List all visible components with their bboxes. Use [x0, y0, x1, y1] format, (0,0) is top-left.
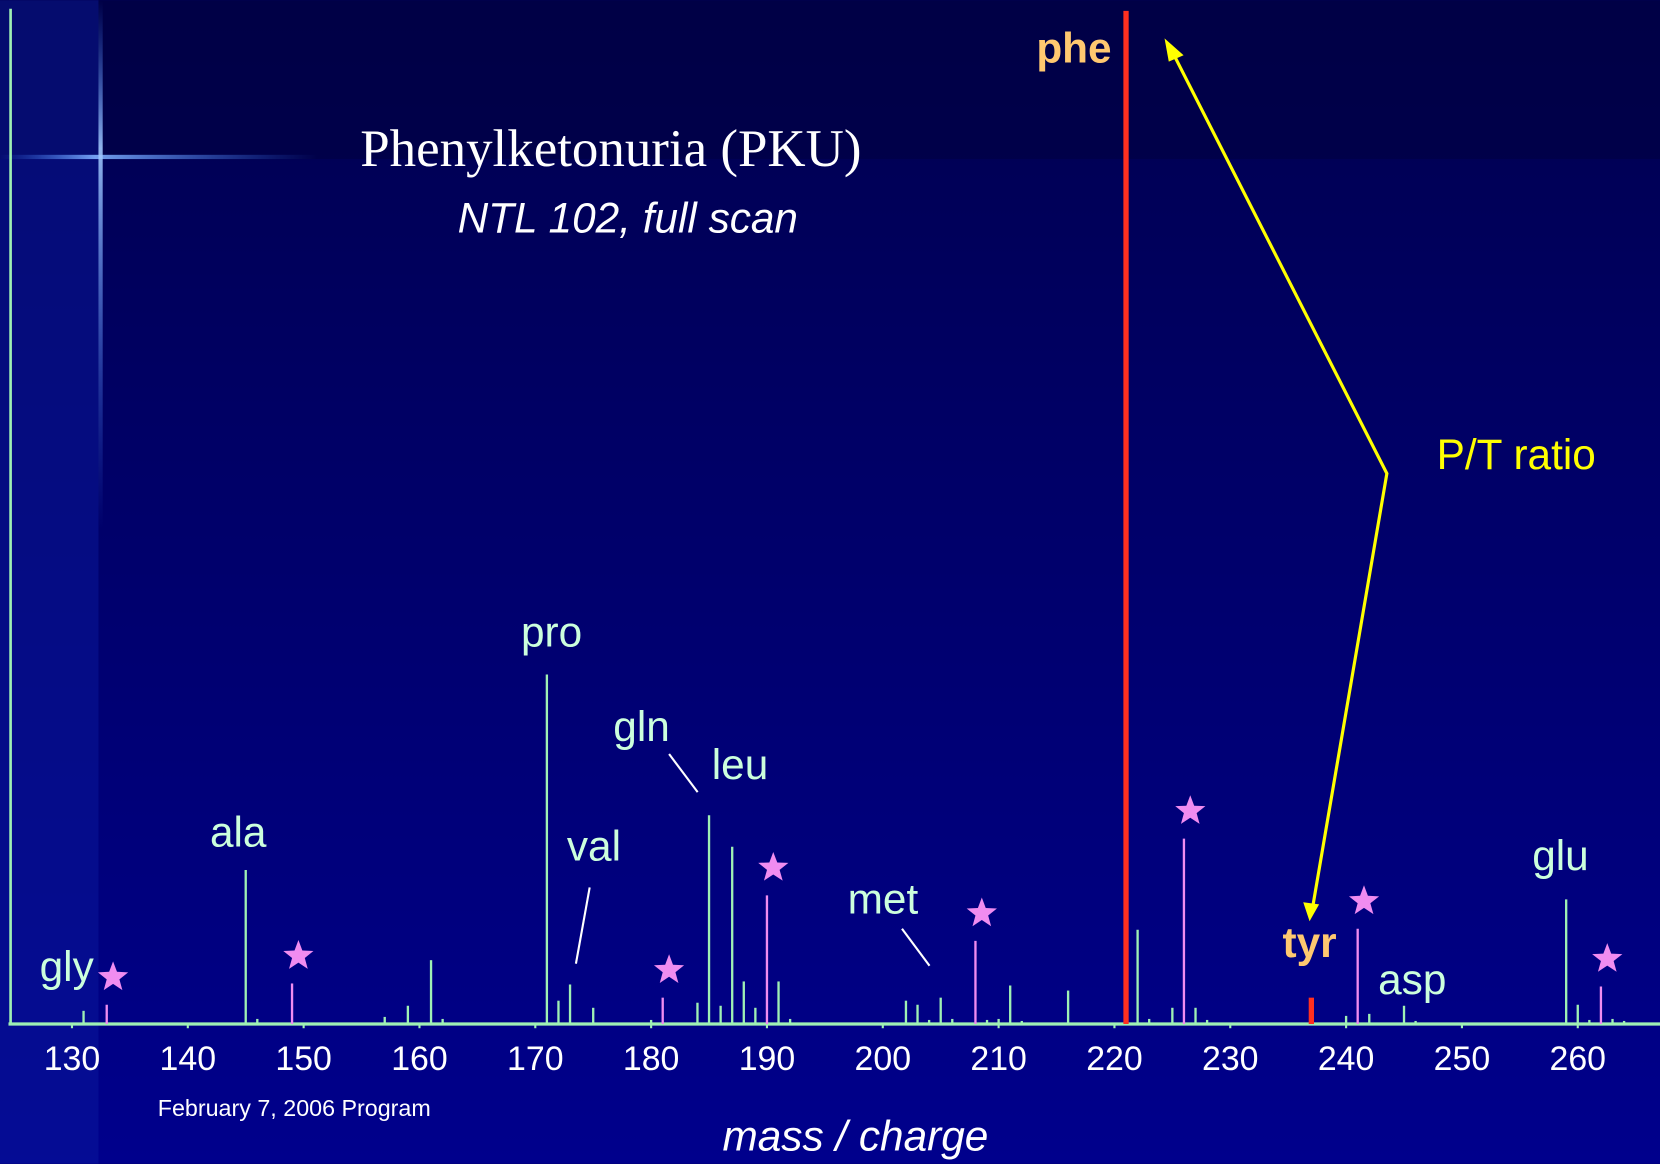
leader-line [668, 753, 699, 793]
annotation: gly [40, 943, 95, 990]
star-marker [758, 851, 789, 881]
leader-line [574, 887, 591, 964]
title: Phenylketonuria (PKU) [360, 120, 861, 178]
star-marker [1348, 885, 1380, 915]
annotation: P/T ratio [1437, 431, 1596, 478]
leader-line [901, 928, 931, 967]
annotation: phe [1036, 24, 1111, 71]
x-tick-label: 210 [970, 1040, 1027, 1078]
leader-lines [574, 753, 931, 967]
star-marker [97, 961, 129, 991]
x-tick-label: 220 [1086, 1040, 1143, 1078]
x-tick-label: 240 [1318, 1040, 1375, 1078]
arrow-head [1164, 38, 1184, 62]
annotation: gln [613, 703, 669, 750]
x-tick-label: 170 [507, 1040, 564, 1078]
annotation: leu [712, 741, 769, 788]
subtitle: NTL 102, full scan [458, 195, 798, 242]
x-tick-label: 250 [1434, 1040, 1491, 1078]
footer: February 7, 2006 Program [158, 1095, 431, 1121]
x-axis-label: mass / charge [722, 1113, 988, 1160]
annotation: pro [521, 609, 582, 656]
arrow-head [1303, 902, 1320, 922]
annotation: asp [1378, 956, 1446, 1003]
x-tick-label: 180 [623, 1040, 680, 1078]
ratio-arrow [1169, 48, 1389, 914]
star-marker [1175, 795, 1206, 824]
x-tick-label: 150 [275, 1040, 332, 1078]
x-tick-label: 260 [1550, 1040, 1607, 1078]
top-band [0, 0, 1660, 160]
x-tick-label: 190 [739, 1040, 795, 1078]
x-tick-label: 200 [855, 1040, 912, 1078]
sparkle-h [0, 154, 318, 160]
annotation: tyr [1283, 919, 1337, 966]
annotation: val [567, 823, 621, 870]
star-marker [1592, 943, 1623, 972]
annotation: ala [210, 809, 267, 856]
star-marker [653, 954, 685, 984]
x-tick-label: 130 [44, 1040, 101, 1078]
star-marker [283, 940, 314, 969]
left-band [0, 0, 99, 1164]
x-tick-label: 230 [1202, 1040, 1259, 1078]
sparkle-v [98, 0, 103, 1059]
x-tick-label: 160 [391, 1040, 448, 1078]
annotation: met [848, 875, 919, 922]
x-tick-label: 140 [160, 1040, 217, 1078]
annotation: glu [1532, 832, 1589, 879]
star-marker [966, 897, 997, 927]
